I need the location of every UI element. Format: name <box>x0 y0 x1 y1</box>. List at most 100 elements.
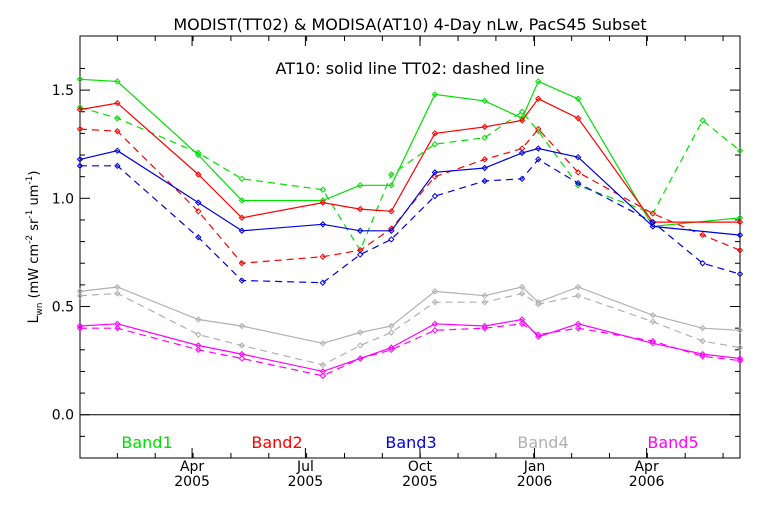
data-point <box>574 324 582 332</box>
series-line-band2-solid <box>79 98 740 223</box>
data-point <box>388 171 395 178</box>
data-point <box>356 342 364 349</box>
data-point <box>114 283 121 291</box>
plot-frame <box>79 35 741 459</box>
data-point <box>356 355 364 362</box>
data-point <box>76 125 84 133</box>
data-point <box>481 324 488 332</box>
data-point <box>114 115 121 122</box>
data-point <box>319 199 327 206</box>
series-lines <box>76 76 744 379</box>
data-point <box>518 283 526 291</box>
data-point <box>195 208 202 215</box>
data-point <box>736 355 744 362</box>
data-point <box>649 318 657 325</box>
data-point <box>195 171 202 178</box>
legend-item-band1: Band1 <box>121 433 172 452</box>
data-point <box>535 301 542 308</box>
data-point <box>699 117 706 124</box>
data-point <box>431 130 439 137</box>
chart-title: MODIST(TT02) & MODISA(AT10) 4-Day nLw, P… <box>173 15 646 34</box>
x-tick-year: 2005 <box>288 474 324 490</box>
x-tick-year: 2006 <box>629 474 665 490</box>
data-point <box>431 140 439 148</box>
data-point <box>238 355 246 362</box>
data-point <box>388 236 395 243</box>
x-tick-month: Oct <box>408 459 433 475</box>
data-point <box>195 331 202 338</box>
data-point <box>388 344 395 351</box>
data-point <box>388 346 395 354</box>
data-point <box>76 156 84 163</box>
data-point <box>356 227 364 234</box>
data-point <box>736 344 744 351</box>
data-point <box>518 175 526 183</box>
data-point <box>238 227 246 234</box>
line-style-note: AT10: solid line TT02: dashed line <box>275 59 544 78</box>
data-point <box>356 251 364 258</box>
data-point <box>388 182 395 189</box>
data-point <box>535 156 542 163</box>
data-point <box>238 342 246 349</box>
data-point <box>114 99 121 107</box>
data-point <box>195 199 202 206</box>
y-tick-label: 1.0 <box>52 191 74 207</box>
data-point <box>574 95 582 102</box>
data-point <box>114 128 121 135</box>
data-point <box>195 234 202 241</box>
data-point <box>481 134 488 141</box>
data-point <box>388 208 395 215</box>
legend: Band1 Band2 Band3 Band4 Band5 <box>121 433 698 452</box>
data-point <box>319 340 327 347</box>
data-point <box>481 97 488 105</box>
data-point <box>736 247 744 254</box>
legend-item-band2: Band2 <box>251 433 302 452</box>
data-point <box>238 260 246 267</box>
data-point <box>736 147 744 154</box>
data-point <box>574 179 582 187</box>
data-point <box>431 169 439 176</box>
data-point <box>319 279 327 286</box>
data-point <box>431 288 439 295</box>
data-point <box>535 125 542 133</box>
x-tick-year: 2006 <box>517 474 553 490</box>
data-point <box>535 145 542 152</box>
x-tick-year: 2005 <box>402 474 438 490</box>
data-point <box>238 322 246 330</box>
series-line-band3-solid <box>79 147 741 236</box>
x-tick-month: Apr <box>634 459 658 475</box>
data-point <box>736 218 744 226</box>
data-point <box>431 320 439 328</box>
data-point <box>195 316 202 323</box>
y-tick-label: 1.5 <box>52 83 74 99</box>
data-point <box>431 192 439 200</box>
data-point <box>76 76 84 83</box>
legend-item-band5: Band5 <box>647 433 698 452</box>
data-point <box>114 78 121 85</box>
data-point <box>195 149 202 157</box>
y-axis-label-text: Lwn (mW cm-2 sr-1 um-1) <box>25 171 45 324</box>
y-tick-label: 0.0 <box>52 408 74 424</box>
data-point <box>114 162 121 170</box>
data-point <box>481 177 488 185</box>
data-point <box>736 327 744 334</box>
x-tick-month: Jan <box>523 459 546 475</box>
data-point <box>238 175 246 183</box>
data-point <box>518 290 526 297</box>
data-point <box>76 324 84 332</box>
data-point <box>574 292 582 299</box>
data-point <box>699 337 706 345</box>
series-line-band4-solid <box>79 286 741 344</box>
data-point <box>736 357 744 364</box>
data-point <box>535 78 542 85</box>
y-axis: 0.0 0.5 1.0 1.5 <box>52 67 740 437</box>
data-point <box>319 221 327 228</box>
x-tick-year: 2005 <box>174 474 210 490</box>
data-point <box>736 270 744 278</box>
data-point <box>535 95 542 102</box>
data-point <box>388 227 395 234</box>
data-point <box>114 290 121 297</box>
data-point <box>574 115 582 122</box>
data-point <box>388 329 395 336</box>
